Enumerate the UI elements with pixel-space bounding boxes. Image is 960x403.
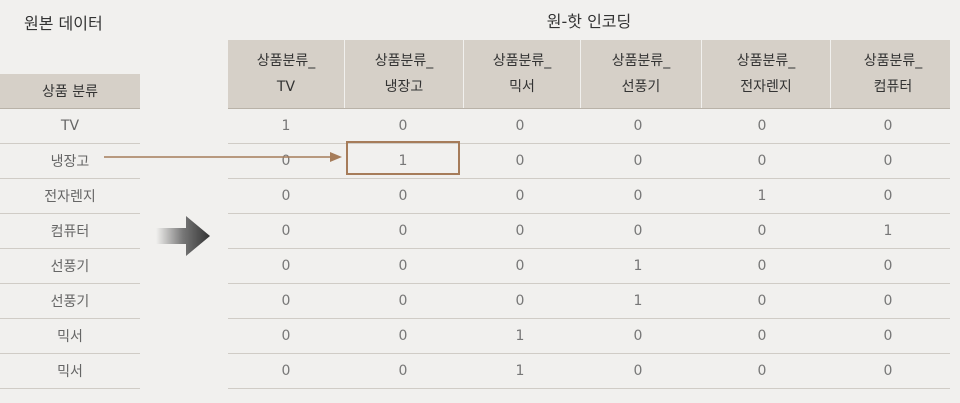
table-cell: 0 [281,293,291,309]
header-line2: 전자렌지 [740,79,792,95]
table-row: 0 0 1 0 0 0 [228,319,950,354]
table-cell: 0 [281,188,291,204]
header-line1: 상품분류_ [374,53,434,69]
table-cell: 0 [633,188,643,204]
table-cell: 1 [883,223,893,239]
transform-arrow-icon [156,216,210,256]
table-cell: 0 [515,118,525,134]
header-line1: 상품분류_ [736,53,796,69]
table-cell: 0 [883,188,893,204]
table-row: 1 0 0 0 0 0 [228,109,950,144]
table-cell: 0 [883,153,893,169]
table-cell: 1 [398,153,408,169]
table-cell: 0 [633,328,643,344]
table-cell: 0 [398,188,408,204]
original-row: 선풍기 [0,249,140,284]
thin-arrow-icon [104,152,342,162]
table-cell: 0 [515,153,525,169]
table-cell: 0 [757,363,767,379]
original-row: 선풍기 [0,284,140,319]
header-line1: 상품분류_ [492,53,552,69]
original-table: 상품 분류 TV 냉장고 전자렌지 컴퓨터 선풍기 선풍기 믹서 믹서 [0,74,140,389]
table-cell: 0 [398,118,408,134]
table-cell: 1 [633,293,643,309]
header-line1: 상품분류_ [256,53,316,69]
table-cell: 0 [515,293,525,309]
table-cell: 0 [883,293,893,309]
table-cell: 1 [757,188,767,204]
table-row: 0 0 0 1 0 0 [228,249,950,284]
table-cell: 0 [281,153,291,169]
table-row: 0 0 0 1 0 0 [228,284,950,319]
table-cell: 0 [883,258,893,274]
table-cell: 0 [281,328,291,344]
original-row: TV [0,109,140,144]
original-row: 냉장고 [0,144,140,179]
table-cell: 1 [633,258,643,274]
original-table-header: 상품 분류 [0,74,140,109]
table-cell: 0 [515,258,525,274]
table-cell: 1 [281,118,291,134]
one-hot-title: 원-핫 인코딩 [546,12,632,31]
table-cell: 0 [281,363,291,379]
table-cell: 0 [398,223,408,239]
header-cell: 상품분류_ 컴퓨터 [831,40,955,108]
one-hot-table: 상품분류_ TV 상품분류_ 냉장고 상품분류_ 믹서 상품분류_ 선풍기 상품분류_ 전… [228,40,950,389]
table-cell: 0 [398,293,408,309]
table-cell: 0 [281,258,291,274]
table-row: 0 0 0 0 1 0 [228,179,950,214]
table-cell: 0 [398,363,408,379]
header-line2: 냉장고 [384,79,424,95]
table-cell: 1 [515,363,525,379]
table-cell: 0 [515,223,525,239]
table-cell: 0 [757,258,767,274]
table-cell: 0 [757,293,767,309]
table-cell: 0 [633,118,643,134]
table-cell: 0 [883,328,893,344]
table-cell: 0 [757,328,767,344]
original-data-title: 원본 데이터 [24,14,103,33]
one-hot-table-header: 상품분류_ TV 상품분류_ 냉장고 상품분류_ 믹서 상품분류_ 선풍기 상품분류_ 전… [228,40,950,109]
table-cell: 0 [398,328,408,344]
header-cell: 상품분류_ 냉장고 [345,40,464,108]
table-cell: 0 [757,223,767,239]
header-line1: 상품분류_ [611,53,671,69]
original-row: 전자렌지 [0,179,140,214]
table-cell: 1 [515,328,525,344]
table-cell: 0 [883,118,893,134]
header-cell: 상품분류_ TV [228,40,345,108]
table-cell: 0 [757,153,767,169]
table-cell: 0 [515,188,525,204]
header-line2: 선풍기 [621,79,661,95]
table-cell: 0 [883,363,893,379]
table-cell: 0 [633,363,643,379]
table-cell: 0 [281,223,291,239]
header-line2: 컴퓨터 [873,79,913,95]
header-cell: 상품분류_ 믹서 [464,40,581,108]
header-line2: 믹서 [509,79,535,95]
table-cell: 0 [633,223,643,239]
original-row: 컴퓨터 [0,214,140,249]
original-row: 믹서 [0,319,140,354]
original-row: 믹서 [0,354,140,389]
header-cell: 상품분류_ 선풍기 [581,40,702,108]
table-row: 0 0 1 0 0 0 [228,354,950,389]
table-row: 0 1 0 0 0 0 [228,144,950,179]
header-line2: TV [276,79,296,95]
header-cell: 상품분류_ 전자렌지 [702,40,831,108]
table-cell: 0 [398,258,408,274]
table-cell: 0 [757,118,767,134]
highlight-box [346,141,460,175]
header-line1: 상품분류_ [863,53,923,69]
table-cell: 0 [633,153,643,169]
table-row: 0 0 0 0 0 1 [228,214,950,249]
